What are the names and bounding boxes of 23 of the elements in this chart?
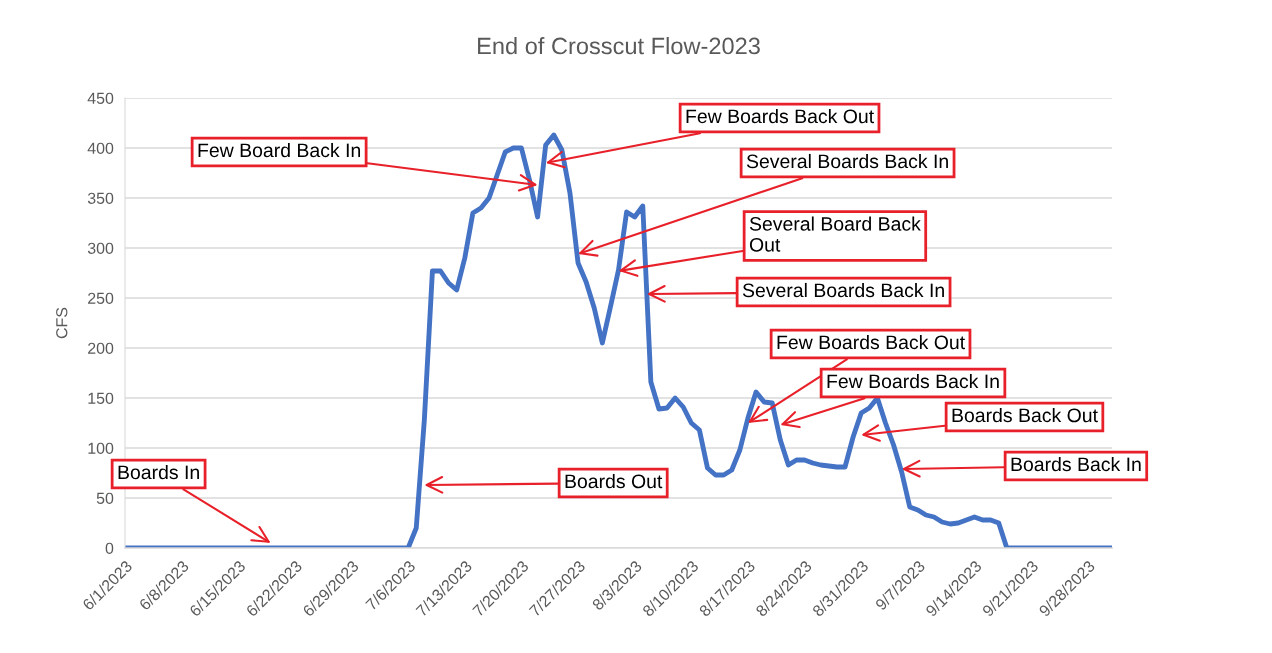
annotation: Boards Back In xyxy=(1011,456,1141,472)
annotation: Several Boards Back In xyxy=(742,282,944,298)
y-tick-label: 200 xyxy=(88,342,114,354)
annotation: Boards Back Out xyxy=(952,407,1098,423)
y-tick-label: 150 xyxy=(88,392,114,404)
y-tick-label: 300 xyxy=(87,242,114,254)
annotation: Boards In xyxy=(118,464,199,480)
y-tick-label: 350 xyxy=(87,192,114,204)
annotation: Boards Out xyxy=(565,473,663,489)
annotation: Several Board Back Out xyxy=(749,216,921,252)
annotation: Few Boards Back Out xyxy=(777,334,965,350)
y-tick-label: 100 xyxy=(88,442,114,454)
y-tick-label: 0 xyxy=(105,542,114,554)
y-tick-label: 50 xyxy=(96,492,114,504)
annotation: Few Boards Back Out xyxy=(686,108,874,124)
annotation: Several Boards Back In xyxy=(746,153,948,169)
annotation: Few Boards Back In xyxy=(827,373,999,389)
y-tick-label: 250 xyxy=(88,292,114,304)
y-tick-label: 400 xyxy=(87,142,114,154)
y-tick-label: 450 xyxy=(87,92,114,104)
annotation: Few Board Back In xyxy=(198,142,361,158)
chart-title: End of Crosscut Flow-2023 xyxy=(478,37,760,55)
y-axis-title: CFS xyxy=(56,307,68,339)
